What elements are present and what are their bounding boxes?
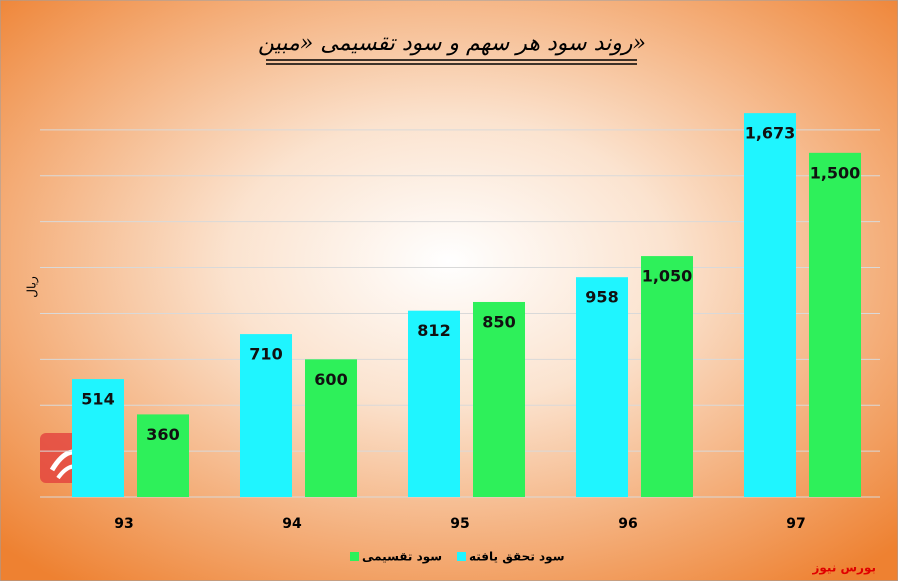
value-label: 710: [249, 345, 282, 364]
source-label: بورس نیوز: [811, 561, 876, 576]
legend-swatch: [457, 552, 466, 561]
legend-label: سود تقسیمی: [362, 550, 442, 565]
bar: [809, 152, 861, 498]
legend: سود تحقق یافته سود تقسیمی: [350, 550, 565, 565]
x-tick-label: 93: [114, 516, 133, 532]
value-label: 514: [81, 390, 114, 409]
y-axis-label: ریال: [25, 276, 40, 298]
legend-swatch: [350, 552, 359, 561]
bar: [72, 379, 124, 497]
value-label: 850: [482, 312, 515, 331]
bar: [744, 113, 796, 498]
bar: [240, 334, 292, 497]
value-label: 1,500: [810, 163, 861, 182]
bar: [137, 414, 189, 497]
x-tick-label: 95: [450, 516, 469, 532]
x-tick-label: 97: [786, 516, 805, 532]
chart-title: روند سود هر سهم و سود تقسیمی «مبین»: [258, 31, 646, 56]
legend-label: سود تحقق یافته: [469, 550, 565, 565]
x-tick-label: 94: [282, 516, 302, 532]
value-label: 600: [314, 370, 347, 389]
value-label: 1,673: [745, 124, 796, 143]
value-label: 360: [146, 425, 179, 444]
bar: [473, 301, 525, 497]
bar: [408, 310, 460, 497]
bar: [641, 256, 693, 497]
value-label: 958: [585, 288, 618, 307]
value-label: 1,050: [642, 267, 693, 286]
x-tick-label: 96: [618, 516, 637, 532]
value-label: 812: [417, 321, 450, 340]
bar: [576, 277, 628, 497]
bar: [305, 359, 357, 497]
